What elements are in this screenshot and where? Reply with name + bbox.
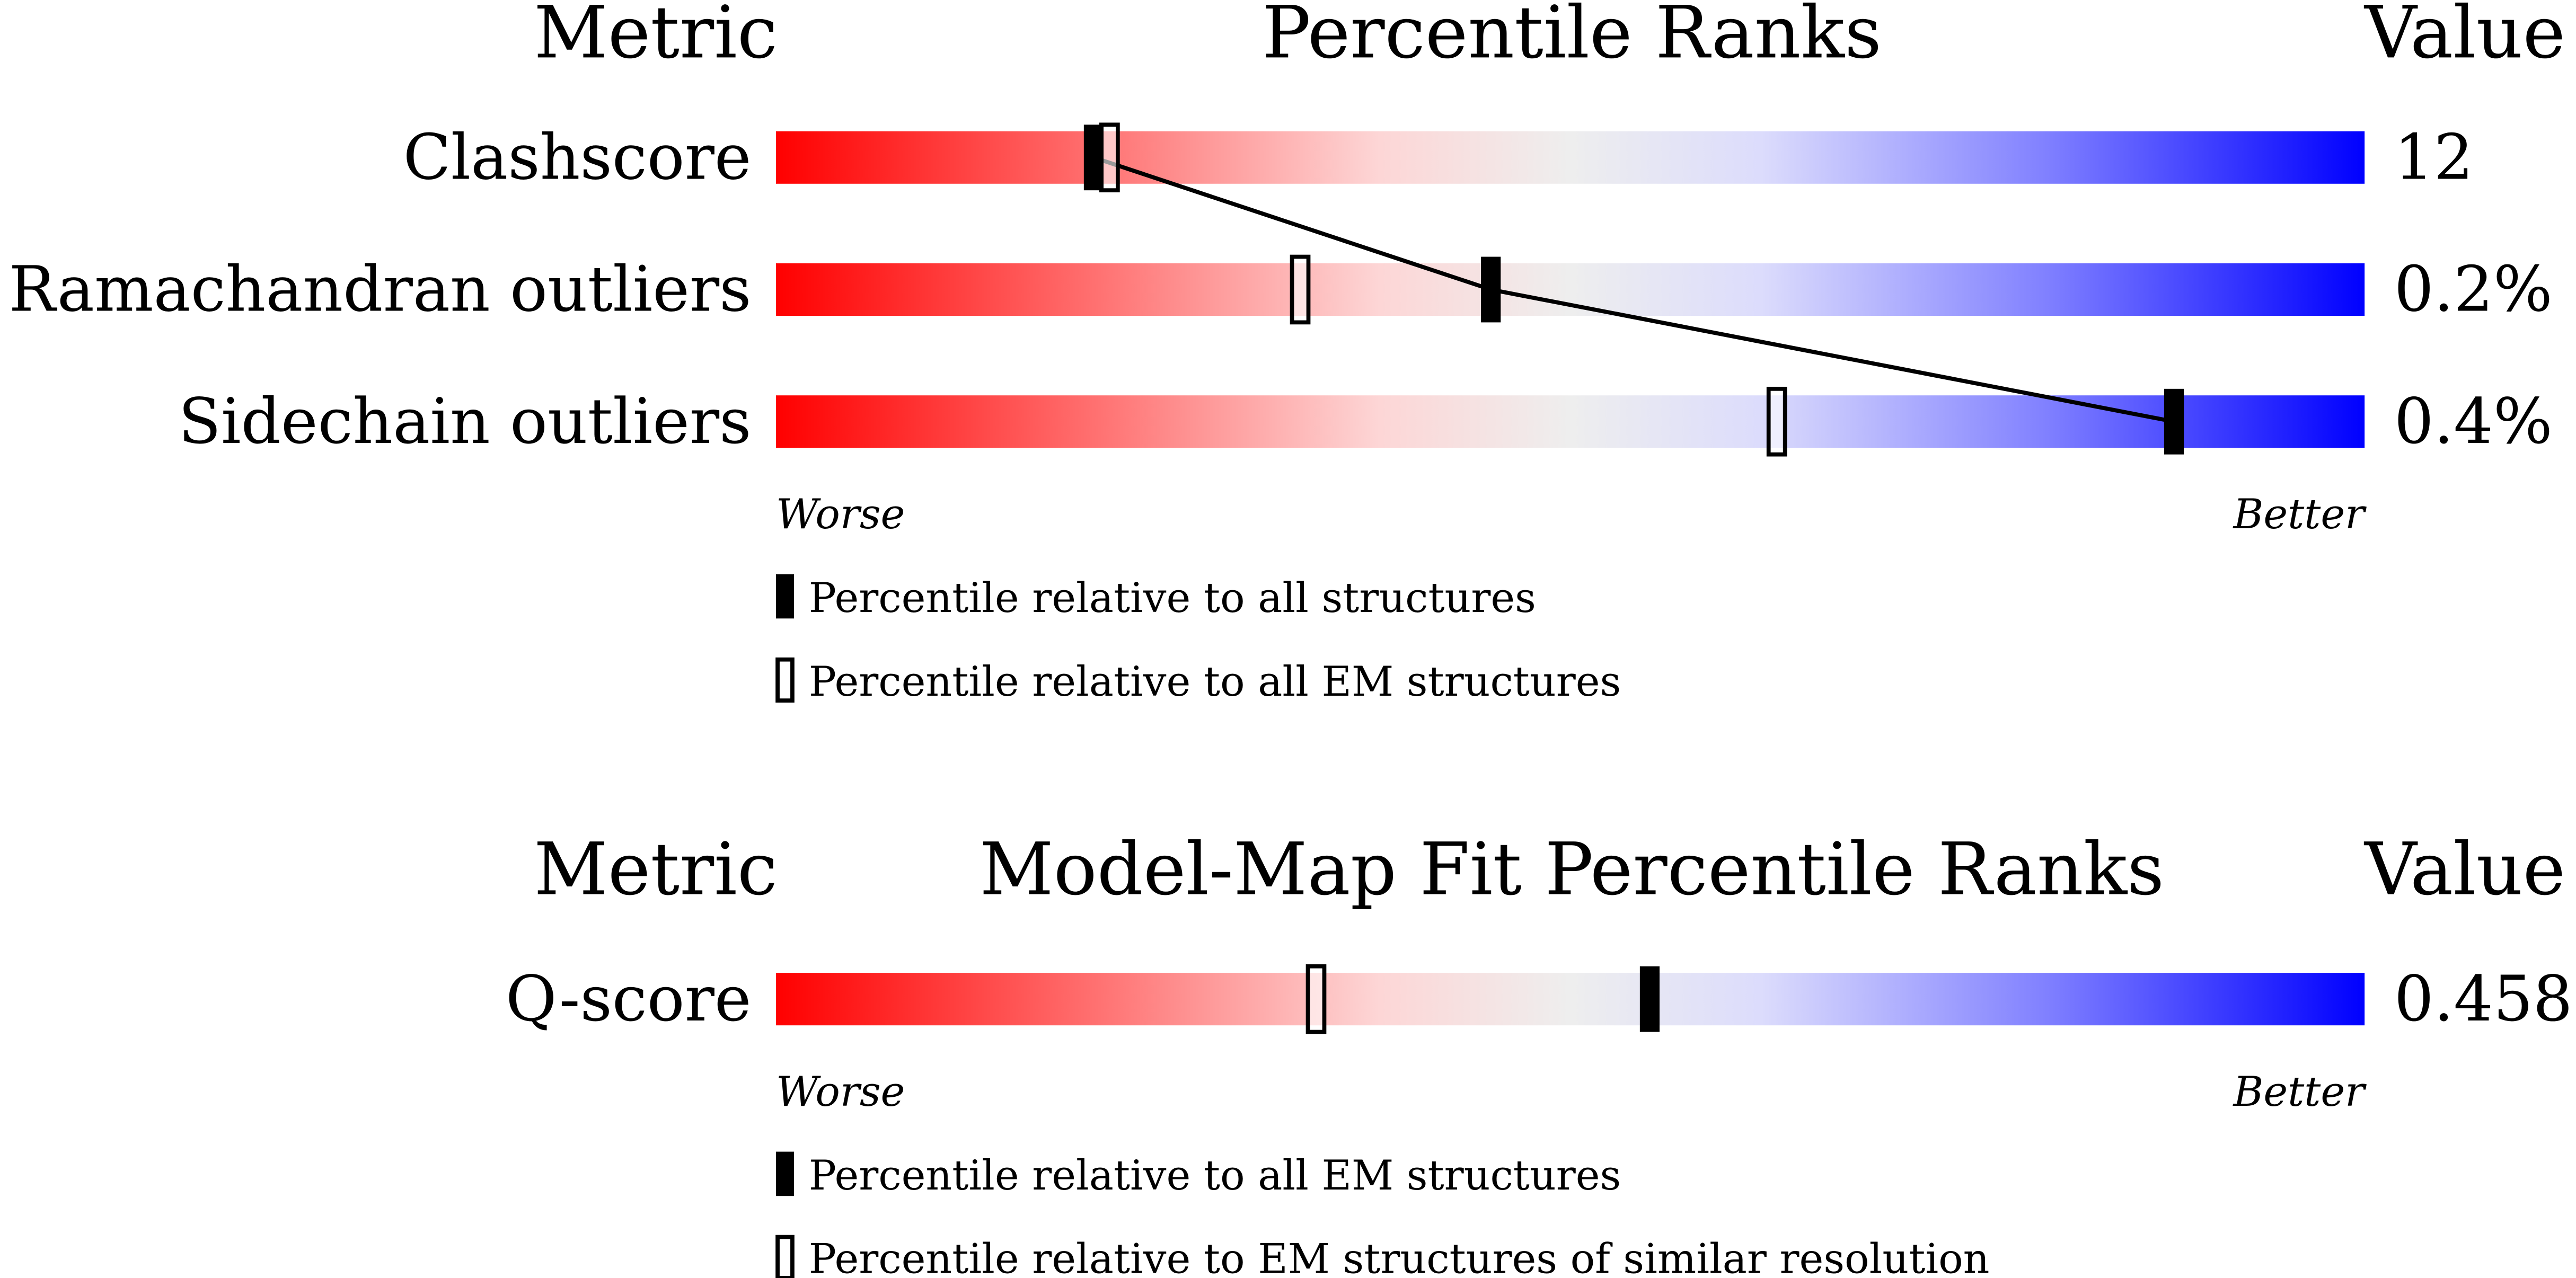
axis-worse: Worse — [776, 491, 905, 538]
legend-swatch-open — [775, 1235, 795, 1278]
metric-value: 0.458 — [2394, 963, 2573, 1035]
marker-filled — [1083, 125, 1104, 191]
header-value: Value — [2363, 0, 2565, 75]
legend-swatch-open — [775, 657, 795, 703]
header-metric: Metric — [534, 0, 778, 75]
legend-swatch-filled — [775, 1151, 795, 1196]
slider-bar — [775, 263, 2365, 316]
marker-open — [1766, 386, 1787, 457]
header-value: Value — [2363, 828, 2565, 911]
slider-bar — [775, 131, 2365, 184]
metric-value: 12 — [2394, 121, 2474, 193]
slider-bar — [775, 395, 2365, 448]
legend-entry: Percentile relative to EM structures of … — [809, 1236, 1990, 1278]
metric-label: Ramachandran outliers — [9, 253, 752, 326]
marker-open — [1099, 122, 1120, 193]
legend-entry: Percentile relative to all structures — [809, 574, 1536, 622]
metric-value: 0.2% — [2394, 253, 2553, 326]
legend-swatch-filled — [775, 574, 795, 619]
metric-label: Clashscore — [403, 121, 752, 193]
header-ranks: Percentile Ranks — [1262, 0, 1882, 75]
legend-entry: Percentile relative to all EM structures — [809, 1152, 1621, 1200]
axis-better: Better — [2232, 1068, 2367, 1116]
marker-filled — [1481, 256, 1501, 323]
metric-value: 0.4% — [2394, 385, 2553, 458]
header-ranks: Model-Map Fit Percentile Ranks — [980, 828, 2164, 911]
marker-open — [1305, 964, 1327, 1034]
marker-filled — [1639, 966, 1660, 1032]
legend-entry: Percentile relative to all EM structures — [809, 658, 1621, 706]
header-metric: Metric — [534, 828, 778, 911]
metric-label: Q-score — [506, 963, 751, 1035]
marker-open — [1290, 254, 1311, 325]
metric-label: Sidechain outliers — [178, 385, 751, 458]
axis-worse: Worse — [776, 1068, 905, 1116]
marker-filled — [2164, 388, 2184, 455]
axis-better: Better — [2232, 491, 2367, 538]
slider-bar — [775, 973, 2365, 1026]
